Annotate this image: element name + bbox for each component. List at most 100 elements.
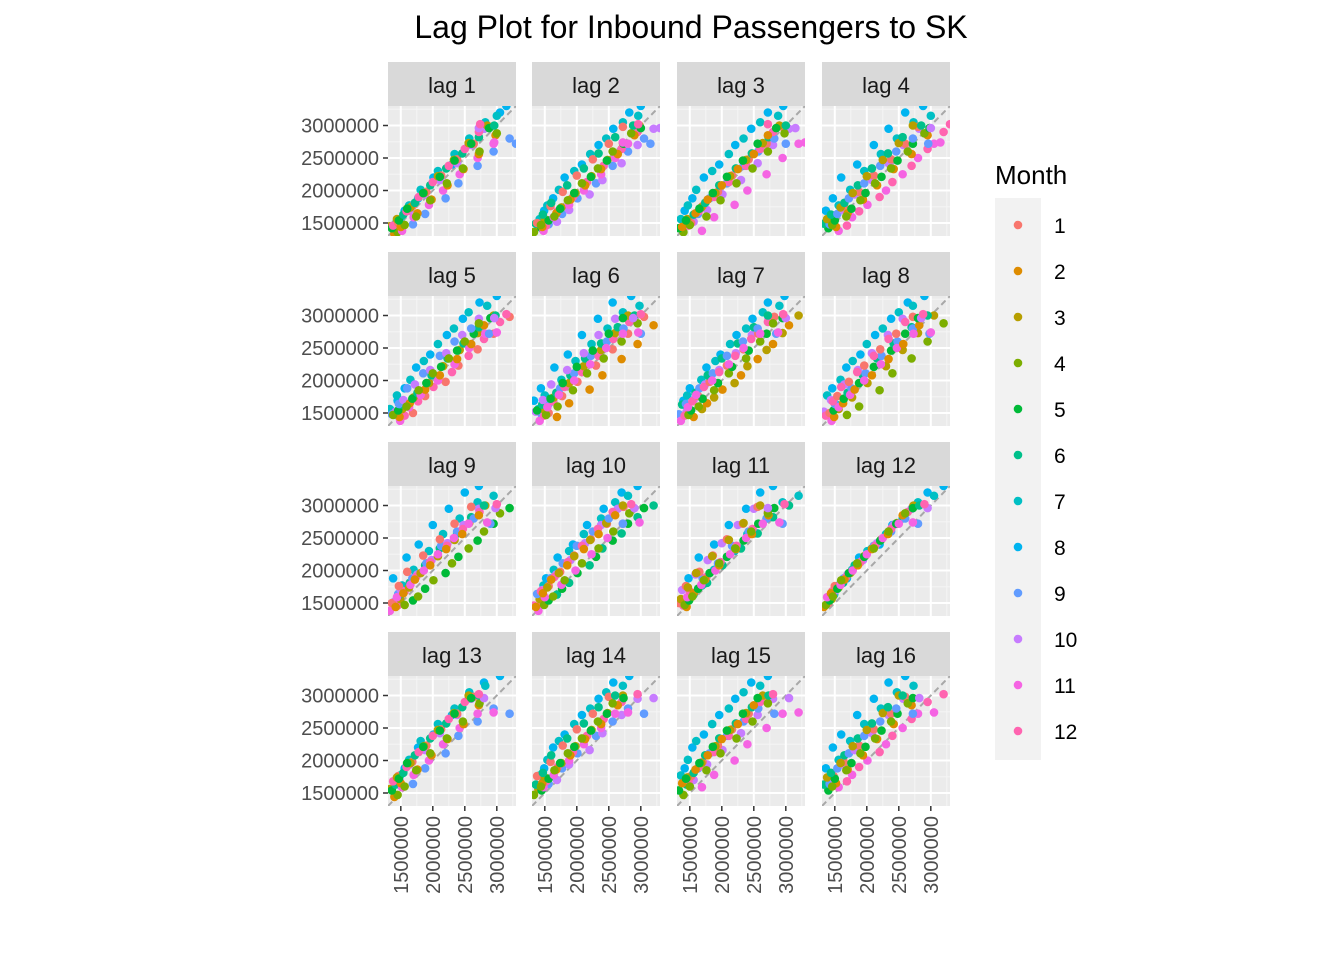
lag-point (599, 354, 608, 363)
lag-point (585, 359, 595, 369)
lag-point (623, 708, 633, 717)
lag-point (763, 699, 773, 708)
lag-point (599, 504, 608, 514)
lag-point (907, 161, 916, 171)
lag-point (707, 719, 717, 729)
lag-point (473, 709, 482, 718)
lag-point (460, 337, 470, 346)
lag-point (444, 354, 454, 363)
lag-point (532, 406, 542, 415)
lag-point (466, 324, 476, 333)
lag-point (594, 702, 603, 712)
lag-point (585, 561, 594, 570)
lag-point (436, 362, 446, 372)
lag-point (457, 330, 467, 340)
lag-point (875, 717, 885, 726)
facet-strip (388, 632, 516, 676)
lag-point (588, 155, 598, 164)
lag-point (877, 726, 886, 735)
lag-point (685, 384, 695, 393)
lag-point (763, 503, 773, 513)
lag-point (828, 743, 838, 752)
lag-point (582, 520, 592, 530)
facet-panel: lag 12 (822, 442, 950, 616)
lag-point (738, 337, 748, 346)
lag-point (730, 200, 739, 210)
lag-point (594, 330, 603, 340)
lag-point (768, 689, 778, 699)
lag-point (633, 328, 643, 337)
lag-point (769, 134, 779, 143)
lag-point (420, 209, 430, 219)
legend-label: 10 (1054, 629, 1077, 652)
lag-point (768, 339, 778, 349)
lag-point (908, 134, 918, 143)
lag-point (588, 709, 598, 718)
lag-point (546, 198, 556, 208)
panel-marks (532, 676, 660, 806)
lag-point (402, 567, 412, 577)
lag-point (502, 106, 511, 111)
facet-strip (677, 442, 805, 486)
lag-point (608, 699, 617, 708)
legend-label: 9 (1054, 583, 1066, 606)
y-tick-label: 1500000 (301, 783, 379, 805)
lag-point (763, 119, 773, 129)
lag-point (739, 343, 748, 353)
lag-point (781, 139, 791, 148)
lag-point (850, 385, 859, 394)
lag-point (709, 540, 719, 549)
lag-point (492, 328, 502, 337)
lag-point (775, 301, 784, 311)
lag-point (553, 402, 562, 411)
lag-point (936, 138, 945, 147)
facet-panel: lag 7 (677, 252, 805, 426)
lag-point (898, 691, 907, 700)
facet-strip-label: lag 11 (712, 453, 770, 478)
lag-point (449, 533, 459, 543)
lag-point (628, 313, 638, 323)
lag-point (753, 710, 762, 720)
lag-point (709, 770, 719, 780)
facet-strip-label: lag 2 (572, 73, 620, 98)
lag-point (918, 106, 928, 111)
lag-point (588, 346, 598, 355)
lag-point (442, 734, 452, 743)
lag-point (649, 501, 658, 510)
lag-point (709, 385, 719, 395)
lag-point (635, 301, 644, 311)
lag-point (859, 179, 869, 188)
lag-point (827, 384, 837, 393)
lag-point (464, 519, 473, 528)
lag-point (844, 377, 854, 387)
lag-point (633, 119, 643, 129)
lag-point (473, 345, 482, 354)
lag-point (473, 717, 482, 726)
facet-panel: lag 11 (677, 442, 805, 616)
lag-point (771, 123, 781, 133)
lag-point (691, 568, 701, 578)
lag-point (768, 140, 778, 150)
lag-point (685, 782, 695, 791)
lag-point (484, 329, 494, 339)
lag-point (909, 681, 918, 691)
lag-point (458, 164, 468, 173)
lag-point (741, 354, 751, 363)
lag-point (408, 220, 418, 229)
lag-point (778, 153, 787, 163)
lag-point (891, 704, 901, 713)
lag-point (569, 742, 579, 752)
lag-point (492, 499, 502, 509)
panel-marks (388, 296, 516, 426)
lag-point (399, 395, 408, 405)
lag-point (914, 320, 924, 330)
panel-marks (822, 296, 950, 426)
lag-point (894, 519, 904, 528)
lag-point (894, 307, 904, 317)
panel-marks (388, 106, 516, 236)
lag-point (444, 714, 454, 724)
panel-marks (822, 486, 950, 616)
x-tick-label: 2000000 (857, 816, 879, 894)
facet-panel: lag 8 (822, 252, 950, 426)
